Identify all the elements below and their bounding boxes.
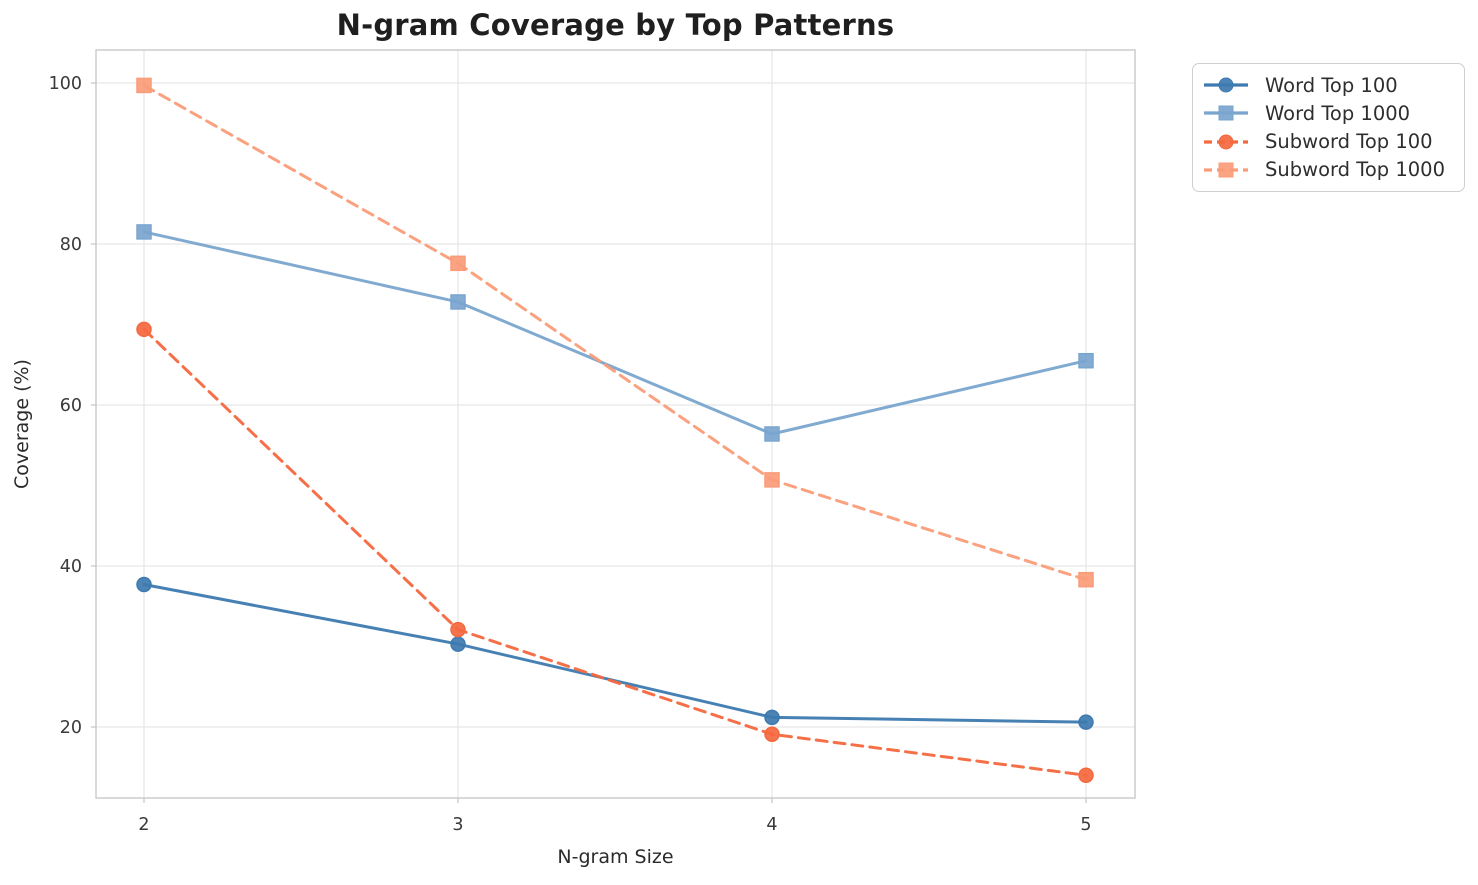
data-point-word-top-100-x3: [450, 636, 466, 652]
data-point-word-top-1000-x4: [764, 426, 780, 442]
series-line-subword-top-1000: [142, 83, 1088, 582]
data-point-word-top-100-x4: [764, 709, 780, 726]
circle-marker-icon: [1218, 134, 1234, 150]
chart-title: N-gram Coverage by Top Patterns: [336, 8, 895, 42]
y-tick-label: 40: [60, 557, 82, 577]
axis-ticks: 2 3 4 5 20 40 60 80 100: [49, 74, 1092, 835]
data-point-subword-top-100-x2: [136, 321, 152, 338]
legend-item-word-top-100: Word Top 100: [1203, 71, 1452, 99]
data-point-word-top-100-x2: [136, 576, 152, 593]
series-line-word-top-1000: [142, 230, 1088, 436]
series-line-subword-top-100: [142, 327, 1088, 777]
y-tick-label: 100: [49, 74, 82, 94]
legend-item-subword-top-100: Subword Top 100: [1203, 128, 1452, 156]
legend-label: Subword Top 100: [1265, 130, 1433, 154]
legend-circle-marker-icon: [1204, 77, 1248, 93]
gridlines: [96, 50, 1135, 798]
data-point-subword-top-1000-x4: [764, 472, 780, 488]
data-point-subword-top-1000-x3: [450, 255, 466, 272]
data-point-subword-top-1000-x2: [136, 77, 152, 94]
y-tick-label: 20: [60, 718, 82, 738]
series-line-word-top-100: [142, 583, 1088, 724]
series-word-top-1000: [136, 224, 1094, 442]
data-point-word-top-1000-x2: [136, 224, 152, 240]
square-marker-icon: [1218, 105, 1234, 121]
series-word-top-100: [136, 576, 1094, 730]
data-point-subword-top-100-x3: [450, 621, 466, 638]
circle-marker-icon: [1218, 77, 1234, 93]
square-marker-icon: [1218, 162, 1234, 178]
y-tick-label: 60: [60, 396, 82, 416]
series-subword-top-1000: [136, 77, 1094, 588]
data-point-subword-top-1000-x5: [1078, 571, 1094, 588]
x-tick-label: 3: [452, 815, 463, 835]
data-point-word-top-1000-x3: [450, 294, 466, 310]
legend-circle-marker-icon: [1204, 134, 1248, 150]
data-point-word-top-100-x5: [1078, 714, 1094, 730]
legend-label: Word Top 1000: [1265, 101, 1411, 125]
legend-label: Subword Top 1000: [1265, 158, 1445, 182]
legend-label: Word Top 100: [1265, 73, 1398, 97]
legend-square-marker-icon: [1204, 162, 1248, 178]
y-tick-label: 80: [60, 235, 82, 255]
x-tick-label: 4: [766, 815, 777, 835]
x-axis-label: N-gram Size: [557, 846, 674, 868]
legend-square-marker-icon: [1204, 105, 1248, 121]
data-point-subword-top-100-x5: [1078, 767, 1094, 784]
data-point-word-top-1000-x5: [1078, 352, 1094, 369]
legend-item-word-top-1000: Word Top 1000: [1203, 99, 1452, 127]
series-subword-top-100: [136, 321, 1094, 784]
plot-frame: [95, 49, 1136, 799]
data-point-subword-top-100-x4: [764, 726, 780, 742]
y-axis-label: Coverage (%): [11, 359, 33, 489]
legend-item-subword-top-1000: Subword Top 1000: [1203, 156, 1452, 184]
x-tick-label: 5: [1080, 815, 1091, 835]
x-tick-label: 2: [138, 815, 149, 835]
legend: Word Top 100 Word Top 1000 Subword Top 100…: [1192, 63, 1465, 192]
